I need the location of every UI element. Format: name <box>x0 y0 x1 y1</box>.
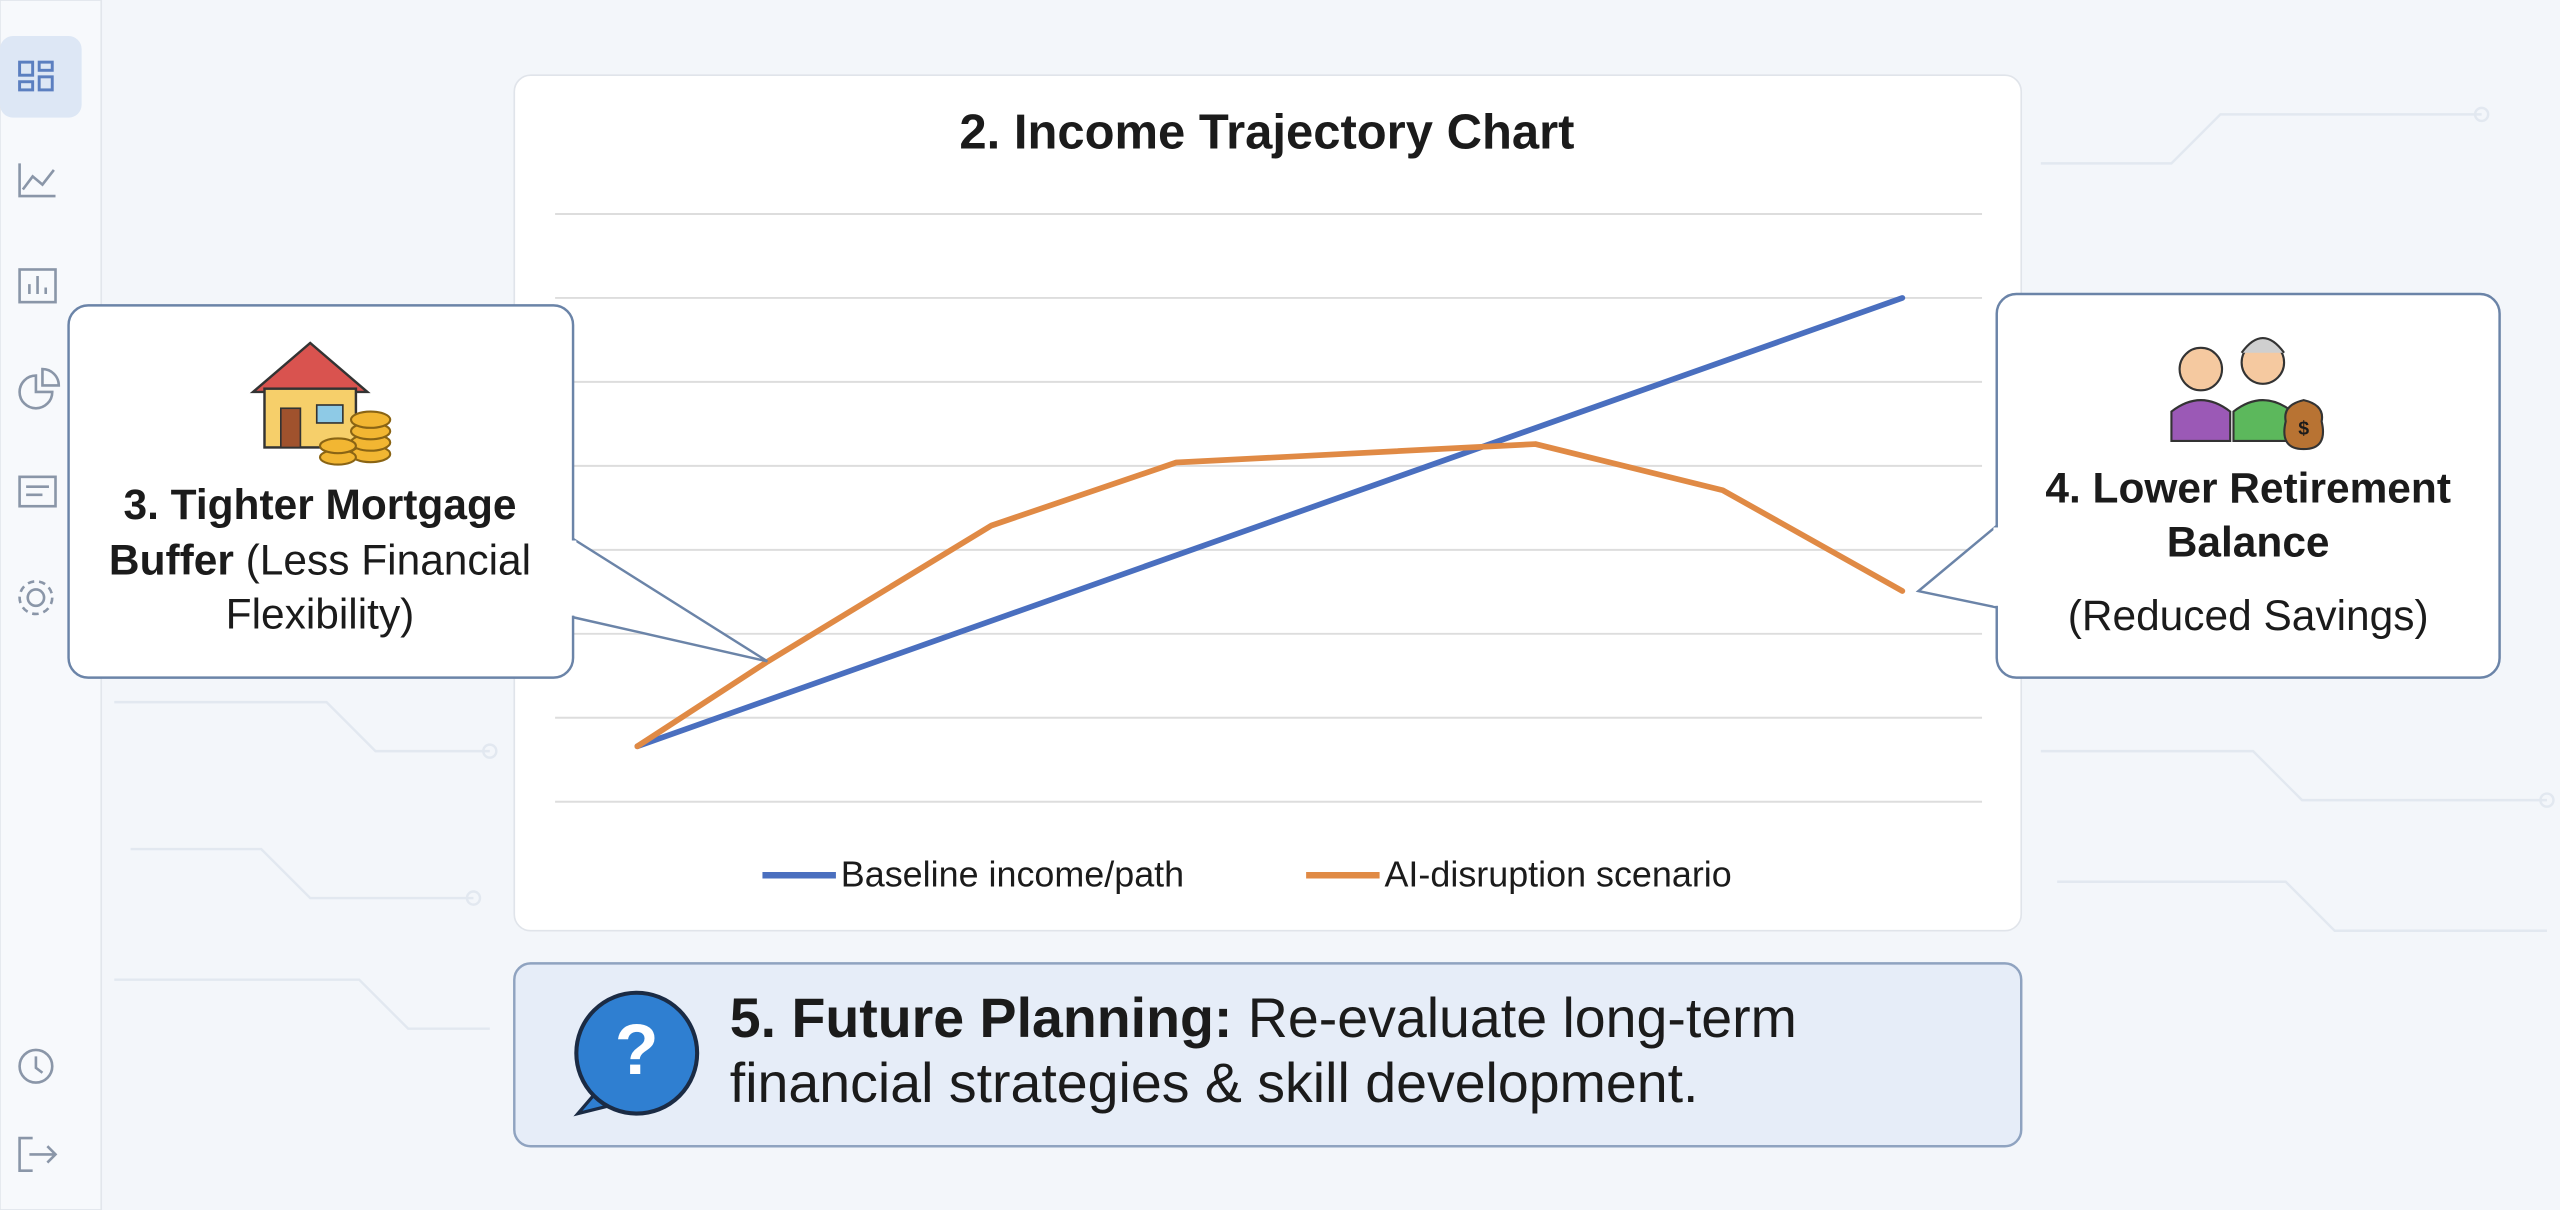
planning-bg <box>513 962 2023 1148</box>
mortgage-callout: 3. Tighter Mortgage Buffer (Less Financi… <box>67 304 768 679</box>
callout-joint <box>1993 527 2002 606</box>
planning-text: Re-evaluate long-term <box>1248 987 1797 1049</box>
series-line <box>634 441 1906 750</box>
nav-settings[interactable] <box>18 580 54 616</box>
nav-dashboard[interactable] <box>18 60 54 92</box>
money-bag-symbol: $ <box>2298 418 2309 440</box>
callout-line: Buffer (Less Financial <box>109 537 531 584</box>
callout-detail: (Less Financial <box>246 537 531 584</box>
callout-title: 4. Lower Retirement <box>2045 465 2451 512</box>
question-icon: ? <box>573 990 700 1117</box>
seniors-icon: $ <box>2170 337 2325 451</box>
callout-title: Balance <box>2167 519 2330 566</box>
house-icon <box>249 341 392 466</box>
nav-help[interactable] <box>18 1048 54 1084</box>
retirement-callout: $ 4. Lower Retirement Balance (Reduced S… <box>1915 292 2501 679</box>
legend-label: Baseline income/path <box>841 853 1184 894</box>
series-line <box>634 295 1906 750</box>
chart-title: 2. Income Trajectory Chart <box>959 106 1574 160</box>
planning-label: 5. Future Planning: <box>730 987 1233 1049</box>
legend-label: AI-disruption scenario <box>1384 853 1731 894</box>
callout-pointer <box>572 537 768 663</box>
callout-joint <box>568 540 577 616</box>
callout-box <box>1995 292 2501 679</box>
callout-detail: Flexibility) <box>226 590 415 637</box>
planning-line: 5. Future Planning: Re-evaluate long-ter… <box>730 987 1797 1049</box>
nav-bar-chart[interactable] <box>18 268 57 304</box>
callout-title: Buffer <box>109 537 234 584</box>
planning-box: ? 5. Future Planning: Re-evaluate long-t… <box>513 962 2023 1148</box>
circuit-pattern <box>114 106 2555 1030</box>
callout-detail: (Reduced Savings) <box>2068 592 2429 639</box>
question-mark: ? <box>615 1010 659 1090</box>
nav-reports[interactable] <box>18 475 57 508</box>
nav-logout[interactable] <box>18 1136 58 1173</box>
nav-pie-chart[interactable] <box>18 367 61 410</box>
planning-text: financial strategies & skill development… <box>730 1052 1699 1114</box>
nav-line-chart[interactable] <box>18 163 56 198</box>
callout-box <box>67 304 575 679</box>
callout-title: 3. Tighter Mortgage <box>124 481 517 528</box>
callout-pointer <box>1915 524 1998 609</box>
